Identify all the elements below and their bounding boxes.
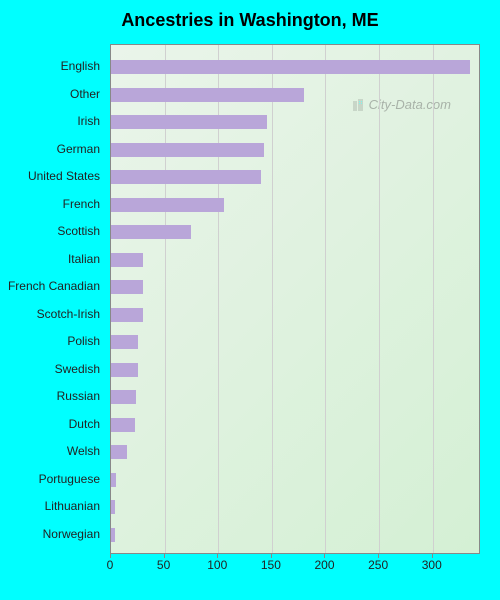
xtick-label: 250 <box>368 558 388 572</box>
bar <box>111 60 470 74</box>
building-icon <box>351 98 365 112</box>
chart-container: Ancestries in Washington, ME City-Data.c… <box>0 0 500 600</box>
xtick-label: 200 <box>314 558 334 572</box>
bar <box>111 445 127 459</box>
bar <box>111 500 115 514</box>
bar <box>111 473 116 487</box>
category-label: Dutch <box>0 417 106 431</box>
category-label: Scottish <box>0 224 106 238</box>
category-label: Russian <box>0 389 106 403</box>
xtick-label: 300 <box>422 558 442 572</box>
category-label: Polish <box>0 334 106 348</box>
xtick-label: 150 <box>261 558 281 572</box>
gridline <box>379 45 380 553</box>
xtick-label: 50 <box>157 558 170 572</box>
category-label: Italian <box>0 252 106 266</box>
gridline <box>272 45 273 553</box>
xtick-label: 100 <box>207 558 227 572</box>
category-label: Scotch-Irish <box>0 307 106 321</box>
category-label: Portuguese <box>0 472 106 486</box>
watermark: City-Data.com <box>351 97 451 112</box>
chart-title: Ancestries in Washington, ME <box>0 10 500 31</box>
category-label: French Canadian <box>0 279 106 293</box>
bar <box>111 88 304 102</box>
category-label: United States <box>0 169 106 183</box>
category-label: Norwegian <box>0 527 106 541</box>
bar <box>111 225 191 239</box>
category-label: English <box>0 59 106 73</box>
category-label: Welsh <box>0 444 106 458</box>
bar <box>111 280 143 294</box>
bar <box>111 363 138 377</box>
plot-area: City-Data.com <box>110 44 480 554</box>
gridline <box>433 45 434 553</box>
category-label: Swedish <box>0 362 106 376</box>
bar <box>111 308 143 322</box>
watermark-text: City-Data.com <box>369 97 451 112</box>
category-label: Irish <box>0 114 106 128</box>
bar <box>111 170 261 184</box>
bar <box>111 418 135 432</box>
bar <box>111 390 136 404</box>
category-label: French <box>0 197 106 211</box>
xtick-label: 0 <box>107 558 114 572</box>
bar <box>111 143 264 157</box>
bar <box>111 253 143 267</box>
category-label: Other <box>0 87 106 101</box>
bar <box>111 528 115 542</box>
category-label: Lithuanian <box>0 499 106 513</box>
gridline <box>325 45 326 553</box>
category-label: German <box>0 142 106 156</box>
bar <box>111 115 267 129</box>
bar <box>111 335 138 349</box>
bar <box>111 198 224 212</box>
